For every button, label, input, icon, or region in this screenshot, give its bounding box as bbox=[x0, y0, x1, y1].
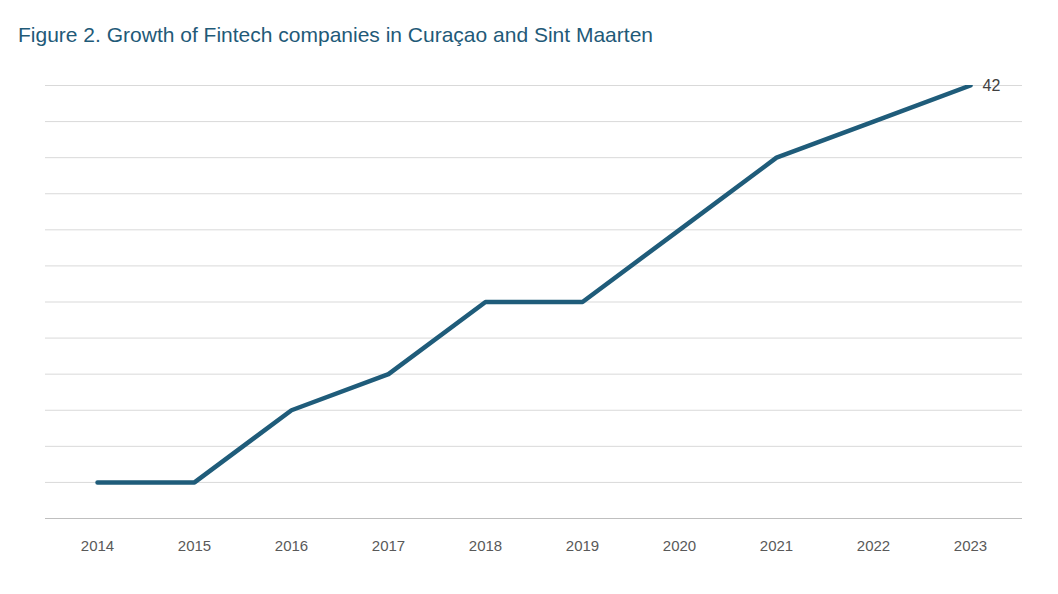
svg-text:2015: 2015 bbox=[178, 537, 211, 554]
svg-text:2021: 2021 bbox=[760, 537, 793, 554]
svg-text:2016: 2016 bbox=[275, 537, 308, 554]
svg-text:2019: 2019 bbox=[566, 537, 599, 554]
svg-text:2014: 2014 bbox=[81, 537, 114, 554]
svg-text:2017: 2017 bbox=[372, 537, 405, 554]
html-text:Figure 2. Growth of Fintech co: Figure 2. Growth of Fintech companies in… bbox=[18, 23, 653, 46]
svg-text:2023: 2023 bbox=[954, 537, 987, 554]
svg-text:2020: 2020 bbox=[663, 537, 696, 554]
svg-text:42: 42 bbox=[983, 77, 1001, 94]
svg-text:2018: 2018 bbox=[469, 537, 502, 554]
svg-text:2022: 2022 bbox=[857, 537, 890, 554]
